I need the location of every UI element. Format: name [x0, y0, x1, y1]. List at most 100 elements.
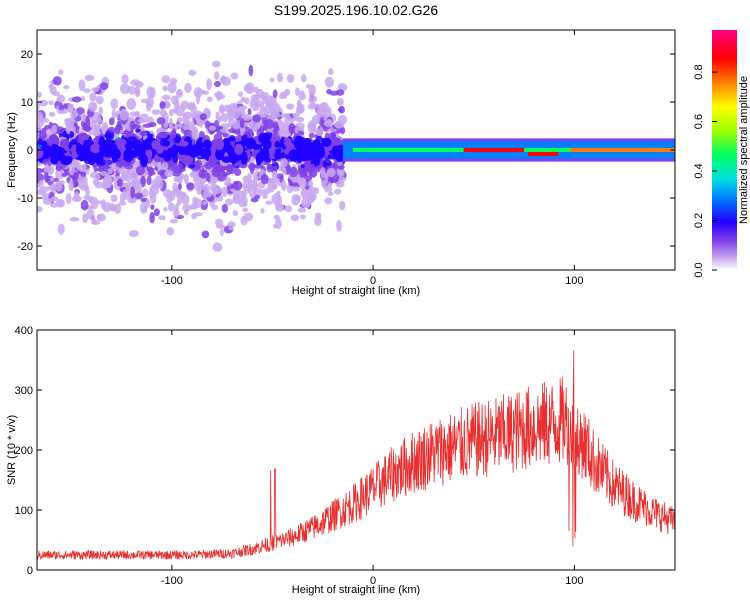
x-tick-label: 100 [565, 275, 583, 287]
y-tick-label: 400 [15, 325, 33, 337]
heat-cell [260, 174, 269, 185]
heat-cell [201, 90, 210, 95]
heat-cell [149, 86, 156, 99]
heat-cell [141, 188, 149, 198]
heat-cell [63, 85, 70, 90]
heat-cell [327, 106, 332, 117]
heat-cell [176, 196, 182, 206]
heat-cell [162, 85, 168, 92]
heat-cell [208, 125, 216, 131]
heat-cell [328, 68, 334, 76]
heat-cell [298, 177, 307, 190]
heat-cell [214, 137, 225, 151]
heat-cell [307, 180, 314, 188]
heat-cell [266, 164, 274, 173]
heat-cell [64, 155, 73, 163]
heat-cell [321, 137, 332, 147]
heat-cell [284, 89, 291, 96]
heat-cell [130, 186, 136, 199]
heat-cell [240, 215, 248, 226]
heat-cell [220, 76, 231, 86]
colorbar-gradient [712, 30, 737, 270]
snr-ylabel: SNR (10 * v/v) [6, 415, 18, 485]
heat-cell [227, 128, 237, 134]
heat-cell [166, 227, 175, 236]
colorbar-tick-label: 0.2 [693, 213, 705, 228]
heat-cell [52, 76, 62, 86]
heat-cell [116, 178, 123, 187]
heat-cell [55, 198, 66, 208]
heat-cell [275, 217, 282, 230]
x-tick-label: 0 [370, 575, 376, 587]
heat-cell [94, 181, 104, 189]
heat-cell [292, 112, 299, 121]
heat-cell [217, 115, 222, 123]
heat-cell [273, 214, 280, 220]
heat-cell [230, 72, 239, 80]
heat-cell [298, 103, 305, 111]
heat-cell [90, 119, 96, 128]
heat-cell [208, 154, 217, 167]
heat-cell [294, 87, 301, 96]
heat-cell [271, 184, 278, 190]
heat-cell [149, 184, 160, 196]
snr-panel: -100 0 100 0 100 200 300 400 Height of straight… [6, 325, 676, 596]
heat-cell [119, 109, 130, 121]
heat-cell [92, 103, 97, 111]
colorbar-tick-label: 0.8 [693, 64, 705, 79]
heat-cell [232, 209, 239, 216]
heat-cell [321, 179, 327, 189]
heat-cell [81, 95, 86, 102]
heat-cell [111, 163, 116, 172]
heat-cell [265, 200, 273, 205]
heat-cell [239, 105, 248, 110]
heat-cell [289, 182, 298, 187]
heat-cell [37, 206, 43, 213]
snr-xlabel: Height of straight line (km) [292, 584, 420, 596]
heat-cell [262, 192, 268, 199]
heat-cell [219, 228, 224, 237]
heat-cell [284, 205, 292, 213]
heat-cell [238, 200, 248, 208]
heat-cell [44, 145, 52, 158]
heat-cell [206, 96, 213, 103]
heat-cell [111, 108, 116, 120]
heat-cell [336, 89, 345, 96]
heat-cell [65, 193, 72, 205]
y-tick-label: -20 [17, 241, 33, 253]
heat-cell [56, 126, 65, 135]
heat-cell [253, 163, 264, 169]
heat-cell [155, 175, 162, 181]
y-tick-label: 20 [21, 49, 33, 61]
heat-cell [46, 165, 55, 175]
heat-cell [242, 207, 249, 213]
heat-cell [308, 96, 316, 105]
heat-cell [70, 144, 78, 156]
heat-cell [132, 141, 140, 149]
heat-cell [169, 108, 174, 117]
heat-cell [91, 130, 102, 137]
heat-cell [271, 170, 278, 180]
heat-cell [39, 130, 47, 140]
heat-cell [171, 144, 179, 156]
heat-cell [222, 133, 229, 138]
heat-cell [288, 123, 296, 134]
heat-cell [71, 96, 82, 103]
heat-cell [326, 167, 336, 178]
heat-cell [82, 213, 89, 224]
heat-cell [55, 168, 65, 180]
heat-cell [126, 98, 137, 111]
heat-cell [248, 64, 254, 77]
heat-cell [280, 131, 288, 137]
heat-cell [96, 167, 105, 173]
heat-cell [249, 99, 260, 110]
y-tick-label: -10 [17, 193, 33, 205]
heat-cell [101, 121, 109, 133]
heat-cell [324, 76, 335, 88]
heat-cell [186, 182, 195, 191]
heat-cell [51, 124, 58, 134]
heat-cell [82, 122, 87, 130]
heat-cell [119, 192, 125, 204]
heat-cell [274, 141, 281, 148]
